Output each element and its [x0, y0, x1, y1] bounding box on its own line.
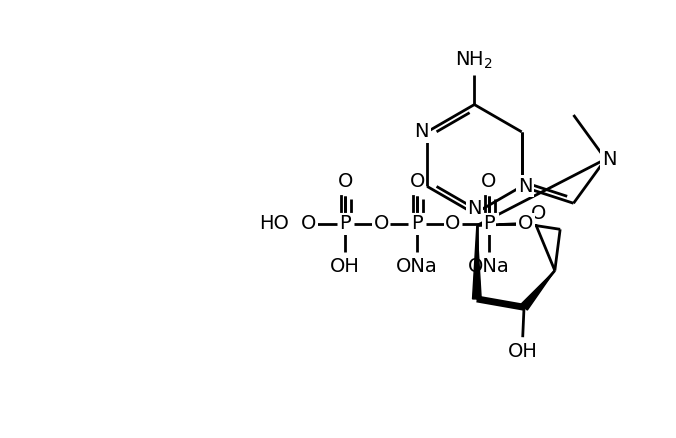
- Text: OH: OH: [331, 257, 360, 276]
- Text: O: O: [518, 215, 533, 233]
- Text: P: P: [483, 215, 495, 233]
- Polygon shape: [473, 226, 481, 299]
- Text: P: P: [339, 215, 351, 233]
- Text: O: O: [445, 215, 461, 233]
- Text: ONa: ONa: [396, 257, 438, 276]
- Text: O: O: [374, 215, 389, 233]
- Polygon shape: [521, 271, 555, 310]
- Text: N: N: [414, 122, 429, 141]
- Text: O: O: [481, 172, 497, 191]
- Text: O: O: [410, 172, 425, 191]
- Text: N: N: [518, 177, 532, 196]
- Text: OH: OH: [508, 343, 537, 361]
- Text: O: O: [301, 215, 316, 233]
- Text: O: O: [531, 204, 546, 223]
- Text: HO: HO: [259, 215, 289, 233]
- Text: N: N: [602, 150, 616, 169]
- Text: N: N: [467, 199, 481, 218]
- Text: NH$_2$: NH$_2$: [456, 49, 493, 71]
- Text: P: P: [411, 215, 423, 233]
- Text: O: O: [337, 172, 353, 191]
- Text: ONa: ONa: [468, 257, 510, 276]
